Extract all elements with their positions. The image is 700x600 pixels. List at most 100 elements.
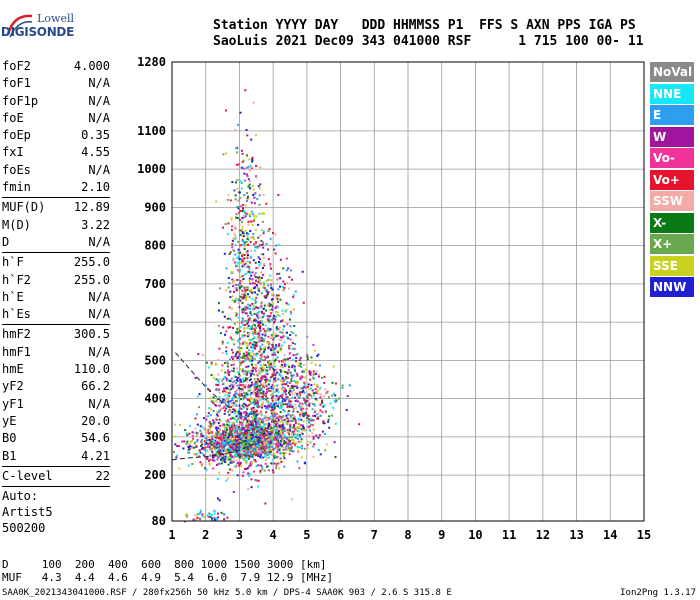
echo-point (300, 387, 303, 389)
echo-point (251, 356, 254, 359)
echo-point (272, 471, 275, 474)
echo-point (224, 434, 227, 437)
echo-point (273, 320, 276, 323)
echo-point (276, 384, 279, 387)
echo-point (256, 400, 259, 403)
echo-point (276, 419, 278, 422)
echo-point (238, 456, 241, 459)
echo-point (298, 364, 301, 367)
param-row: D N/A (2, 234, 110, 251)
echo-point (252, 287, 255, 290)
echo-point (186, 434, 189, 437)
echo-point (270, 409, 273, 412)
param-row: yF2 66.2 (2, 378, 110, 395)
echo-point (253, 384, 256, 387)
echo-point (265, 384, 268, 386)
echo-point (191, 439, 194, 442)
echo-point (238, 306, 241, 309)
echo-point (252, 194, 255, 196)
echo-point (294, 428, 297, 431)
echo-point (226, 361, 229, 364)
echo-point (278, 446, 281, 449)
param-value: 4.000 (73, 59, 110, 73)
echo-point (243, 210, 246, 213)
echo-point (241, 244, 244, 246)
echo-point (259, 166, 262, 169)
echo-point (255, 300, 258, 303)
echo-point (338, 397, 340, 400)
echo-point (234, 311, 237, 314)
echo-point (228, 371, 231, 373)
echo-point (268, 451, 271, 454)
echo-point (268, 404, 271, 407)
echo-point (274, 390, 277, 393)
echo-point (276, 371, 279, 374)
echo-point (255, 398, 258, 401)
echo-point (236, 453, 239, 456)
echo-point (251, 159, 254, 162)
echo-point (282, 431, 284, 434)
echo-point (209, 454, 212, 457)
echo-point (241, 296, 244, 299)
echo-point (247, 488, 250, 491)
echo-point (241, 334, 244, 337)
echo-point (265, 280, 268, 282)
x-tick-label: 3 (236, 528, 243, 542)
echo-point (276, 455, 279, 458)
echo-point (250, 478, 253, 481)
echo-point (240, 448, 243, 451)
echo-point (219, 420, 222, 423)
echo-point (244, 414, 247, 417)
echo-point (207, 436, 210, 439)
echo-point (263, 449, 266, 452)
echo-point (299, 387, 302, 390)
y-tick-label: 900 (144, 200, 166, 214)
echo-point (221, 379, 224, 382)
x-tick-label: 13 (569, 528, 583, 542)
echo-point (274, 333, 277, 336)
muf-row: MUF 4.3 4.4 4.6 4.9 5.4 6.0 7.9 12.9 [MH… (2, 571, 334, 584)
echo-point (251, 282, 254, 285)
echo-point (271, 429, 274, 432)
echo-point (232, 237, 235, 240)
echo-point (214, 446, 217, 449)
echo-point (274, 403, 277, 406)
echo-point (285, 377, 288, 380)
echo-point (255, 441, 258, 444)
echo-point (306, 335, 309, 338)
echo-point (255, 436, 258, 439)
echo-point (246, 200, 248, 202)
echo-point (229, 296, 232, 299)
echo-point (304, 429, 307, 432)
echo-point (270, 363, 273, 366)
echo-point (282, 442, 285, 445)
echo-point (301, 391, 304, 394)
echo-point (186, 451, 189, 454)
echo-point (277, 351, 279, 354)
echo-point (218, 424, 221, 427)
echo-point (286, 428, 289, 431)
echo-point (234, 198, 237, 201)
echo-point (237, 355, 240, 358)
echo-point (247, 288, 250, 291)
echo-point (286, 405, 289, 408)
echo-point (281, 383, 284, 386)
plot-frame (171, 61, 645, 522)
echo-point (218, 437, 221, 440)
echo-point (217, 373, 220, 376)
x-tick-label: 4 (270, 528, 277, 542)
echo-point (267, 291, 270, 294)
echo-point (232, 370, 235, 373)
echo-point (279, 365, 282, 368)
echo-point (229, 445, 232, 448)
echo-point (238, 453, 241, 456)
echo-point (232, 326, 234, 329)
echo-point (285, 309, 288, 311)
echo-point (200, 435, 203, 438)
echo-point (227, 391, 230, 394)
echo-point (218, 409, 221, 412)
echo-point (314, 409, 317, 412)
param-row: C-level 22 (2, 468, 110, 485)
echo-point (253, 454, 256, 457)
echo-point (288, 276, 291, 279)
